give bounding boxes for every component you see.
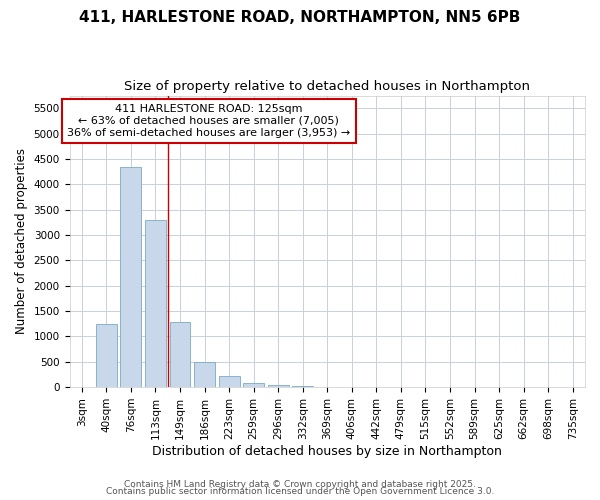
Bar [317,386,338,387]
Bar [145,220,166,387]
Bar [170,322,190,387]
Bar [96,324,117,387]
Text: Contains HM Land Registry data © Crown copyright and database right 2025.: Contains HM Land Registry data © Crown c… [124,480,476,489]
Bar [292,386,313,387]
X-axis label: Distribution of detached houses by size in Northampton: Distribution of detached houses by size … [152,444,502,458]
Bar [121,166,142,387]
Text: 411, HARLESTONE ROAD, NORTHAMPTON, NN5 6PB: 411, HARLESTONE ROAD, NORTHAMPTON, NN5 6… [79,10,521,25]
Bar [194,362,215,387]
Bar [218,376,239,387]
Bar [243,384,264,387]
Text: 411 HARLESTONE ROAD: 125sqm
← 63% of detached houses are smaller (7,005)
36% of : 411 HARLESTONE ROAD: 125sqm ← 63% of det… [67,104,350,138]
Text: Contains public sector information licensed under the Open Government Licence 3.: Contains public sector information licen… [106,488,494,496]
Title: Size of property relative to detached houses in Northampton: Size of property relative to detached ho… [124,80,530,93]
Y-axis label: Number of detached properties: Number of detached properties [15,148,28,334]
Bar [268,384,289,387]
